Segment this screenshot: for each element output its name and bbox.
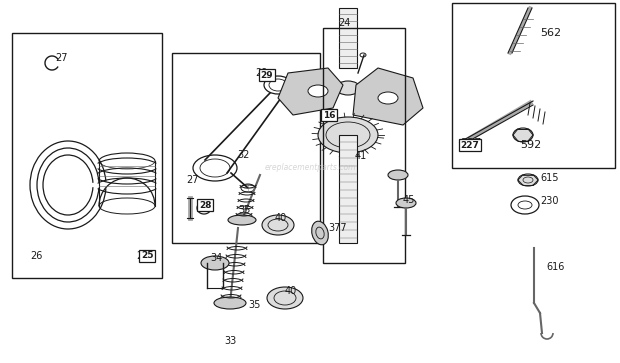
Ellipse shape [267,287,303,309]
Ellipse shape [214,297,246,309]
Text: 45: 45 [403,195,415,205]
Text: 230: 230 [540,196,559,206]
Ellipse shape [228,215,256,225]
Ellipse shape [201,256,229,270]
Bar [12,33,162,278]
Text: 29: 29 [255,68,267,78]
Text: 616: 616 [546,262,564,272]
Text: 41: 41 [355,151,367,161]
Text: 227: 227 [460,138,481,148]
Text: 40: 40 [275,213,287,223]
Bar [339,135,357,243]
Text: 377: 377 [328,223,347,233]
Ellipse shape [312,221,329,245]
Bar [323,28,405,263]
Text: 227: 227 [461,140,479,150]
Bar [452,3,615,168]
Text: 35: 35 [248,300,260,310]
Text: 35: 35 [238,205,250,215]
Ellipse shape [513,128,533,142]
Text: 28: 28 [199,200,211,209]
Ellipse shape [262,215,294,235]
Ellipse shape [518,174,538,186]
Ellipse shape [388,170,408,180]
Bar [339,8,357,68]
Text: 26: 26 [30,251,42,261]
Ellipse shape [396,198,416,208]
Polygon shape [278,68,343,115]
Text: 29: 29 [260,70,273,79]
Bar [172,53,320,243]
Polygon shape [353,68,423,125]
Text: 34: 34 [210,253,222,263]
Text: 27: 27 [55,53,68,63]
Text: 592: 592 [520,140,541,150]
Text: 16: 16 [322,110,334,120]
Ellipse shape [336,81,360,95]
Text: 16: 16 [323,110,335,119]
Text: 25: 25 [141,252,153,261]
Text: ereplacementparts.com: ereplacementparts.com [264,163,356,172]
Text: 40: 40 [285,286,297,296]
Text: 33: 33 [224,336,236,346]
Text: 25: 25 [136,251,149,261]
Ellipse shape [308,85,328,97]
Text: 24: 24 [338,18,350,28]
Ellipse shape [318,117,378,153]
Text: 562: 562 [540,28,561,38]
Ellipse shape [378,92,398,104]
Text: 27: 27 [186,175,198,185]
Text: 615: 615 [540,173,559,183]
Text: 32: 32 [237,150,249,160]
